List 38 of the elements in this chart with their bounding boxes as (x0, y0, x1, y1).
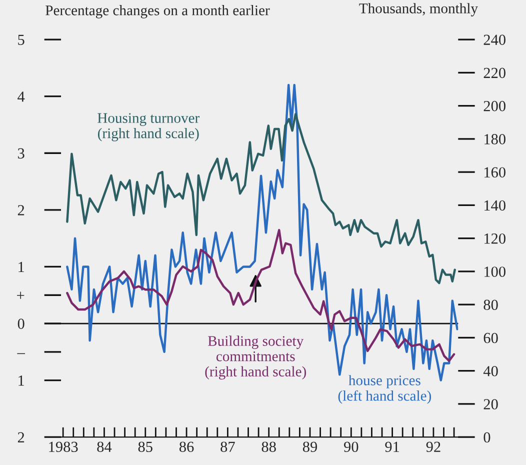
y2-tick-label: 140 (484, 200, 506, 211)
y-tick-label: 5 (18, 34, 24, 45)
y2-tick-label: 200 (484, 100, 506, 112)
x-tick-label: 88 (262, 442, 276, 452)
y2-tick-label: 60 (484, 332, 498, 344)
y-tick-label: – (17, 353, 26, 354)
x-tick-label: 85 (138, 442, 152, 452)
x-tick-label: 90 (344, 442, 358, 452)
x-tick-label: 86 (179, 442, 194, 452)
y2-tick-label: 120 (484, 233, 506, 244)
y-tick-label: 0 (18, 318, 24, 329)
x-tick-label: 92 (426, 442, 440, 452)
y-tick-label: 1 (18, 376, 24, 386)
series-label: house prices (left hand scale) (338, 375, 431, 404)
y2-tick-label: 160 (484, 167, 506, 178)
y2-tick-label: 80 (484, 300, 498, 310)
x-tick-label: 84 (97, 442, 112, 452)
y-tick-label: + (17, 292, 24, 299)
series-label: Housing turnover (right hand scale) (98, 113, 200, 142)
x-tick-label: 89 (302, 442, 318, 452)
y2-tick-label: 40 (483, 366, 498, 376)
y2-tick-label: 20 (484, 399, 498, 410)
x-tick-label: 1983 (49, 442, 78, 452)
y-tick-label: 1 (18, 262, 24, 272)
y-tick-label: 2 (18, 432, 24, 442)
y2-tick-label: 180 (484, 134, 506, 144)
series-label: Building society commitments (right hand scale) (205, 336, 306, 380)
x-tick-label: 91 (385, 442, 400, 452)
y2-tick-label: 0 (484, 432, 490, 443)
y2-tick-label: 220 (484, 68, 506, 78)
y2-tick-label: 240 (484, 34, 506, 45)
y-tick-label: 2 (18, 205, 24, 216)
y2-axis-title: Thousands, monthly (359, 3, 478, 16)
y-tick-label: 4 (18, 92, 25, 102)
y-axis-title: Percentage changes on a month earlier (46, 5, 270, 18)
y2-tick-label: 100 (484, 266, 506, 277)
y-tick-label: 3 (18, 148, 24, 159)
x-tick-label: 87 (220, 442, 235, 452)
